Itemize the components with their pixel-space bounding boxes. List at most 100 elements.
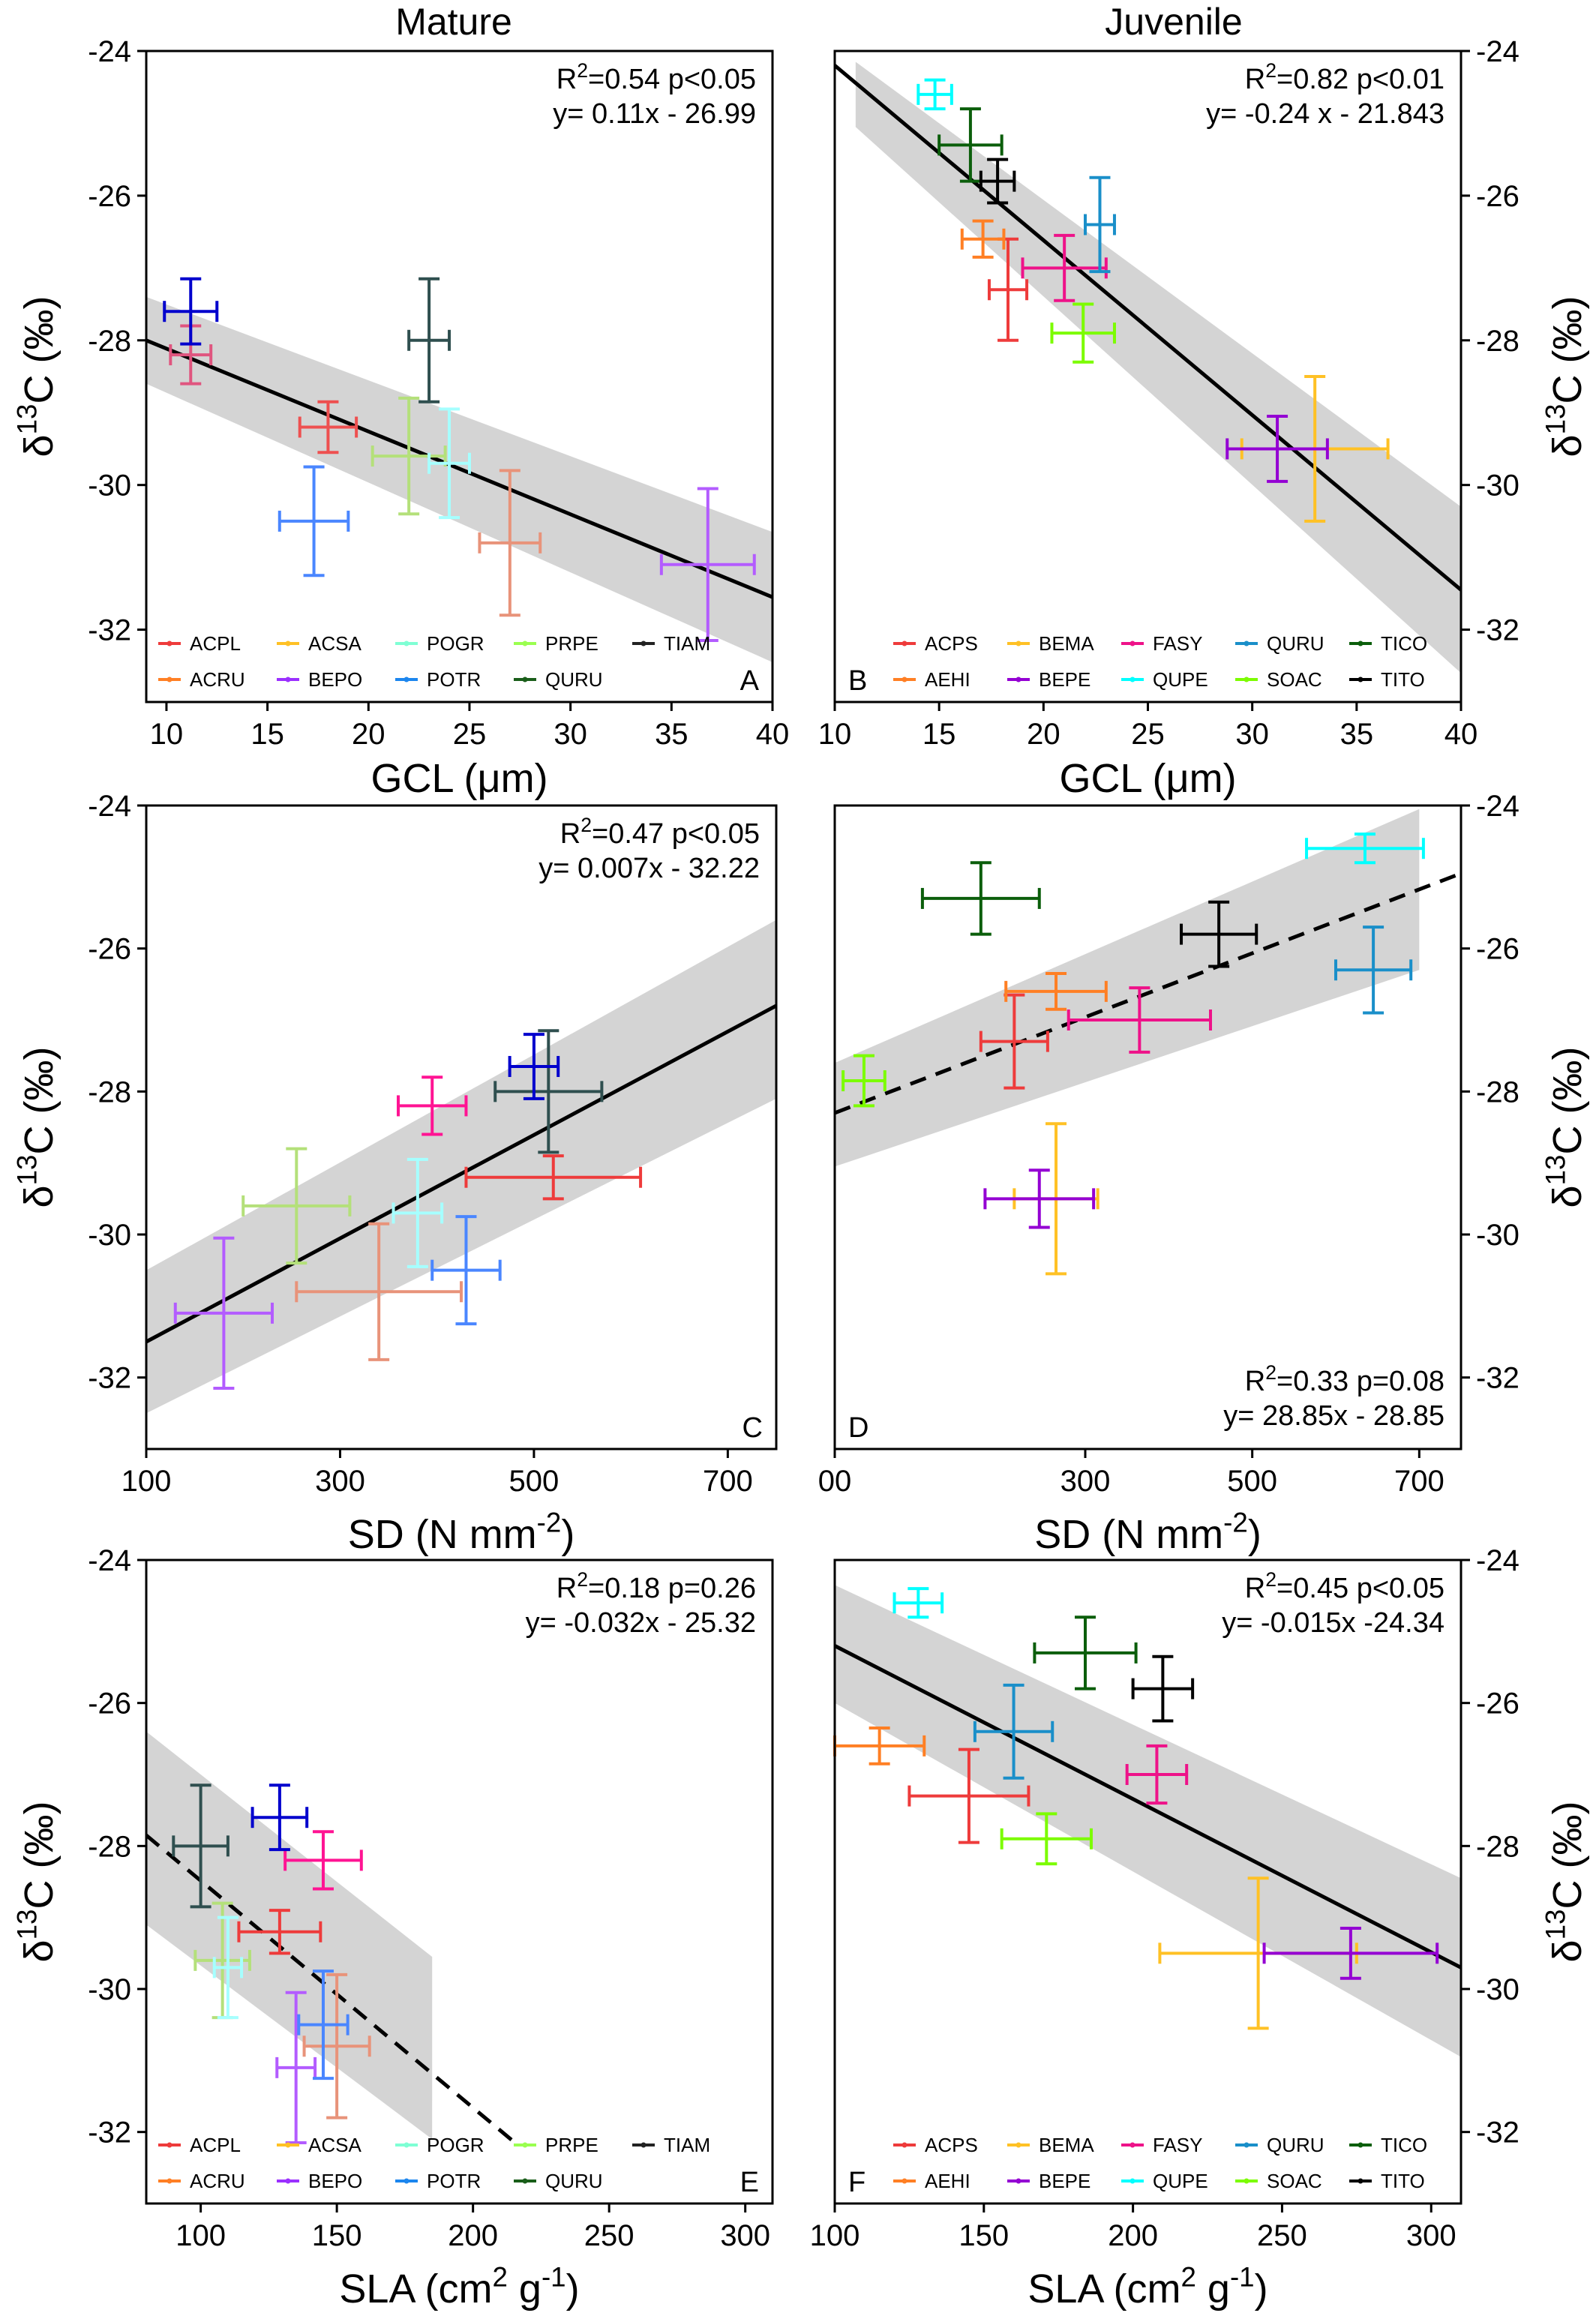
- x-tick-label: 250: [584, 2219, 634, 2252]
- confidence-band: [146, 920, 776, 1414]
- data-point-qupe: [892, 1587, 944, 1619]
- y-tick-label: -32: [1476, 2116, 1520, 2150]
- data-point-soac: [842, 1054, 886, 1108]
- plot-frame: [145, 50, 774, 704]
- legend-label: SOAC: [1267, 2170, 1322, 2192]
- x-tick-label: 100: [810, 2219, 860, 2252]
- data-point-acru: [302, 1972, 371, 2120]
- column-title-mature: Mature: [395, 1, 512, 43]
- legend-label: PRPE: [545, 2134, 598, 2156]
- plot-frame: [833, 804, 1462, 1450]
- data-point-tico: [1033, 1616, 1138, 1690]
- data-point-soac: [1050, 302, 1116, 364]
- data-point-fasy: [1066, 986, 1212, 1054]
- panel-plot-area: [835, 62, 1461, 674]
- stats-r2: R2=0.47 p<0.05: [560, 814, 760, 850]
- data-point-acru: [478, 469, 542, 617]
- data-point-pogr: [212, 1916, 244, 2020]
- legend-label: FASY: [1153, 2134, 1202, 2156]
- x-axis-label: SD (N mm-2): [348, 1507, 575, 1557]
- data-point-acru: [295, 1222, 463, 1361]
- data-point-tico: [938, 107, 1004, 183]
- legend-item-quru: QURU: [514, 668, 603, 691]
- panel-plot-area: [146, 296, 772, 662]
- legend-label: BEMA: [1039, 632, 1094, 655]
- panel-plot-area: [146, 1731, 520, 2148]
- legend-label: POTR: [427, 668, 481, 691]
- legend-swatch-dot: [1130, 2178, 1136, 2184]
- y-axis-label: δ13C (‰): [11, 296, 62, 458]
- data-point-prpe: [284, 1830, 363, 1891]
- x-tick-label: 150: [312, 2219, 362, 2252]
- x-tick-label: 40: [756, 718, 790, 751]
- panel-e: -24 -26 -28 -30 -32 100 150 200 250 300 SLA (cm2 g…: [11, 1544, 774, 2312]
- x-tick-label: 300: [1060, 1465, 1111, 1498]
- legend-item-pogr: POGR: [395, 632, 484, 655]
- data-point-acsa: [242, 1147, 352, 1265]
- legend-label: BEPE: [1039, 668, 1090, 691]
- legend-label: QURU: [1267, 632, 1324, 655]
- stats-equation: y= -0.032x - 25.32: [526, 1607, 756, 1639]
- x-axis-label: GCL (μm): [1059, 756, 1236, 801]
- legend-label: TICO: [1381, 632, 1427, 655]
- legend-swatch-dot: [285, 2142, 291, 2148]
- data-point-potr: [278, 465, 350, 578]
- x-tick-label: 20: [352, 718, 386, 751]
- y-tick-label: -28: [1476, 1830, 1520, 1863]
- y-tick-label: -26: [88, 1688, 131, 1720]
- data-point-acpl: [237, 1909, 322, 1955]
- x-tick-label: 100: [176, 2219, 226, 2252]
- y-tick-label: -30: [1476, 470, 1520, 502]
- panel-letter: C: [742, 1412, 763, 1444]
- legend-item-acpl: ACPL: [158, 2134, 241, 2156]
- x-tick-label: 15: [250, 718, 284, 751]
- legend-item-soac: SOAC: [1235, 2170, 1322, 2192]
- confidence-band: [855, 62, 1461, 674]
- legend-swatch-dot: [166, 2178, 172, 2184]
- stats-equation: y= 0.007x - 32.22: [538, 853, 760, 884]
- data-point-quru: [172, 1784, 230, 1909]
- x-tick-label: 500: [509, 1465, 560, 1498]
- legend-swatch-dot: [285, 676, 291, 682]
- legend-item-acsa: ACSA: [277, 2134, 362, 2156]
- legend-swatch-dot: [404, 676, 410, 682]
- x-tick-label: 100: [122, 1465, 172, 1498]
- legend-swatch-dot: [166, 676, 172, 682]
- stats-r2: R2=0.45 p<0.05: [1245, 1568, 1444, 1604]
- legend-item-acru: ACRU: [158, 2170, 245, 2192]
- x-tick-label: 35: [1340, 718, 1374, 751]
- data-point-quru: [494, 1029, 604, 1154]
- legend-swatch-dot: [1358, 640, 1364, 646]
- legend-swatch-dot: [404, 2142, 410, 2148]
- plot-frame: [833, 1558, 1462, 2205]
- legend-swatch-dot: [166, 640, 172, 646]
- legend-swatch-dot: [902, 2142, 908, 2148]
- x-tick-label: 30: [1235, 718, 1269, 751]
- legend-item-potr: POTR: [395, 668, 481, 691]
- x-axis-label: SLA (cm2 g-1): [1028, 2261, 1268, 2312]
- legend-item-acpl: ACPL: [158, 632, 241, 655]
- stats-r2: R2=0.33 p=0.08: [1245, 1361, 1444, 1397]
- legend-label: BEMA: [1039, 2134, 1094, 2156]
- legend-item-bema: BEMA: [1007, 2134, 1094, 2156]
- legend-label: TITO: [1381, 2170, 1425, 2192]
- legend-swatch-dot: [1016, 2178, 1022, 2184]
- legend-swatch-dot: [285, 640, 291, 646]
- y-axis-label: δ13C (‰): [1540, 296, 1590, 458]
- legend-swatch-dot: [640, 2142, 646, 2148]
- data-point-pogr: [392, 1157, 444, 1268]
- legend-label: TIAM: [664, 2134, 710, 2156]
- x-tick-label: 10: [818, 718, 852, 751]
- data-point-pogr: [428, 407, 471, 520]
- y-tick-label: -30: [88, 1973, 131, 2006]
- legend-label: BEPE: [1039, 2170, 1090, 2192]
- x-tick-label: 25: [453, 718, 487, 751]
- regression-line: [835, 872, 1461, 1115]
- confidence-band: [146, 1731, 433, 2140]
- data-point-aehi: [1004, 972, 1108, 1011]
- data-point-acsa: [370, 396, 447, 516]
- data-point-bepo: [275, 1990, 317, 2144]
- panel-plot-area: [835, 808, 1461, 1167]
- plot-frame: [145, 804, 778, 1450]
